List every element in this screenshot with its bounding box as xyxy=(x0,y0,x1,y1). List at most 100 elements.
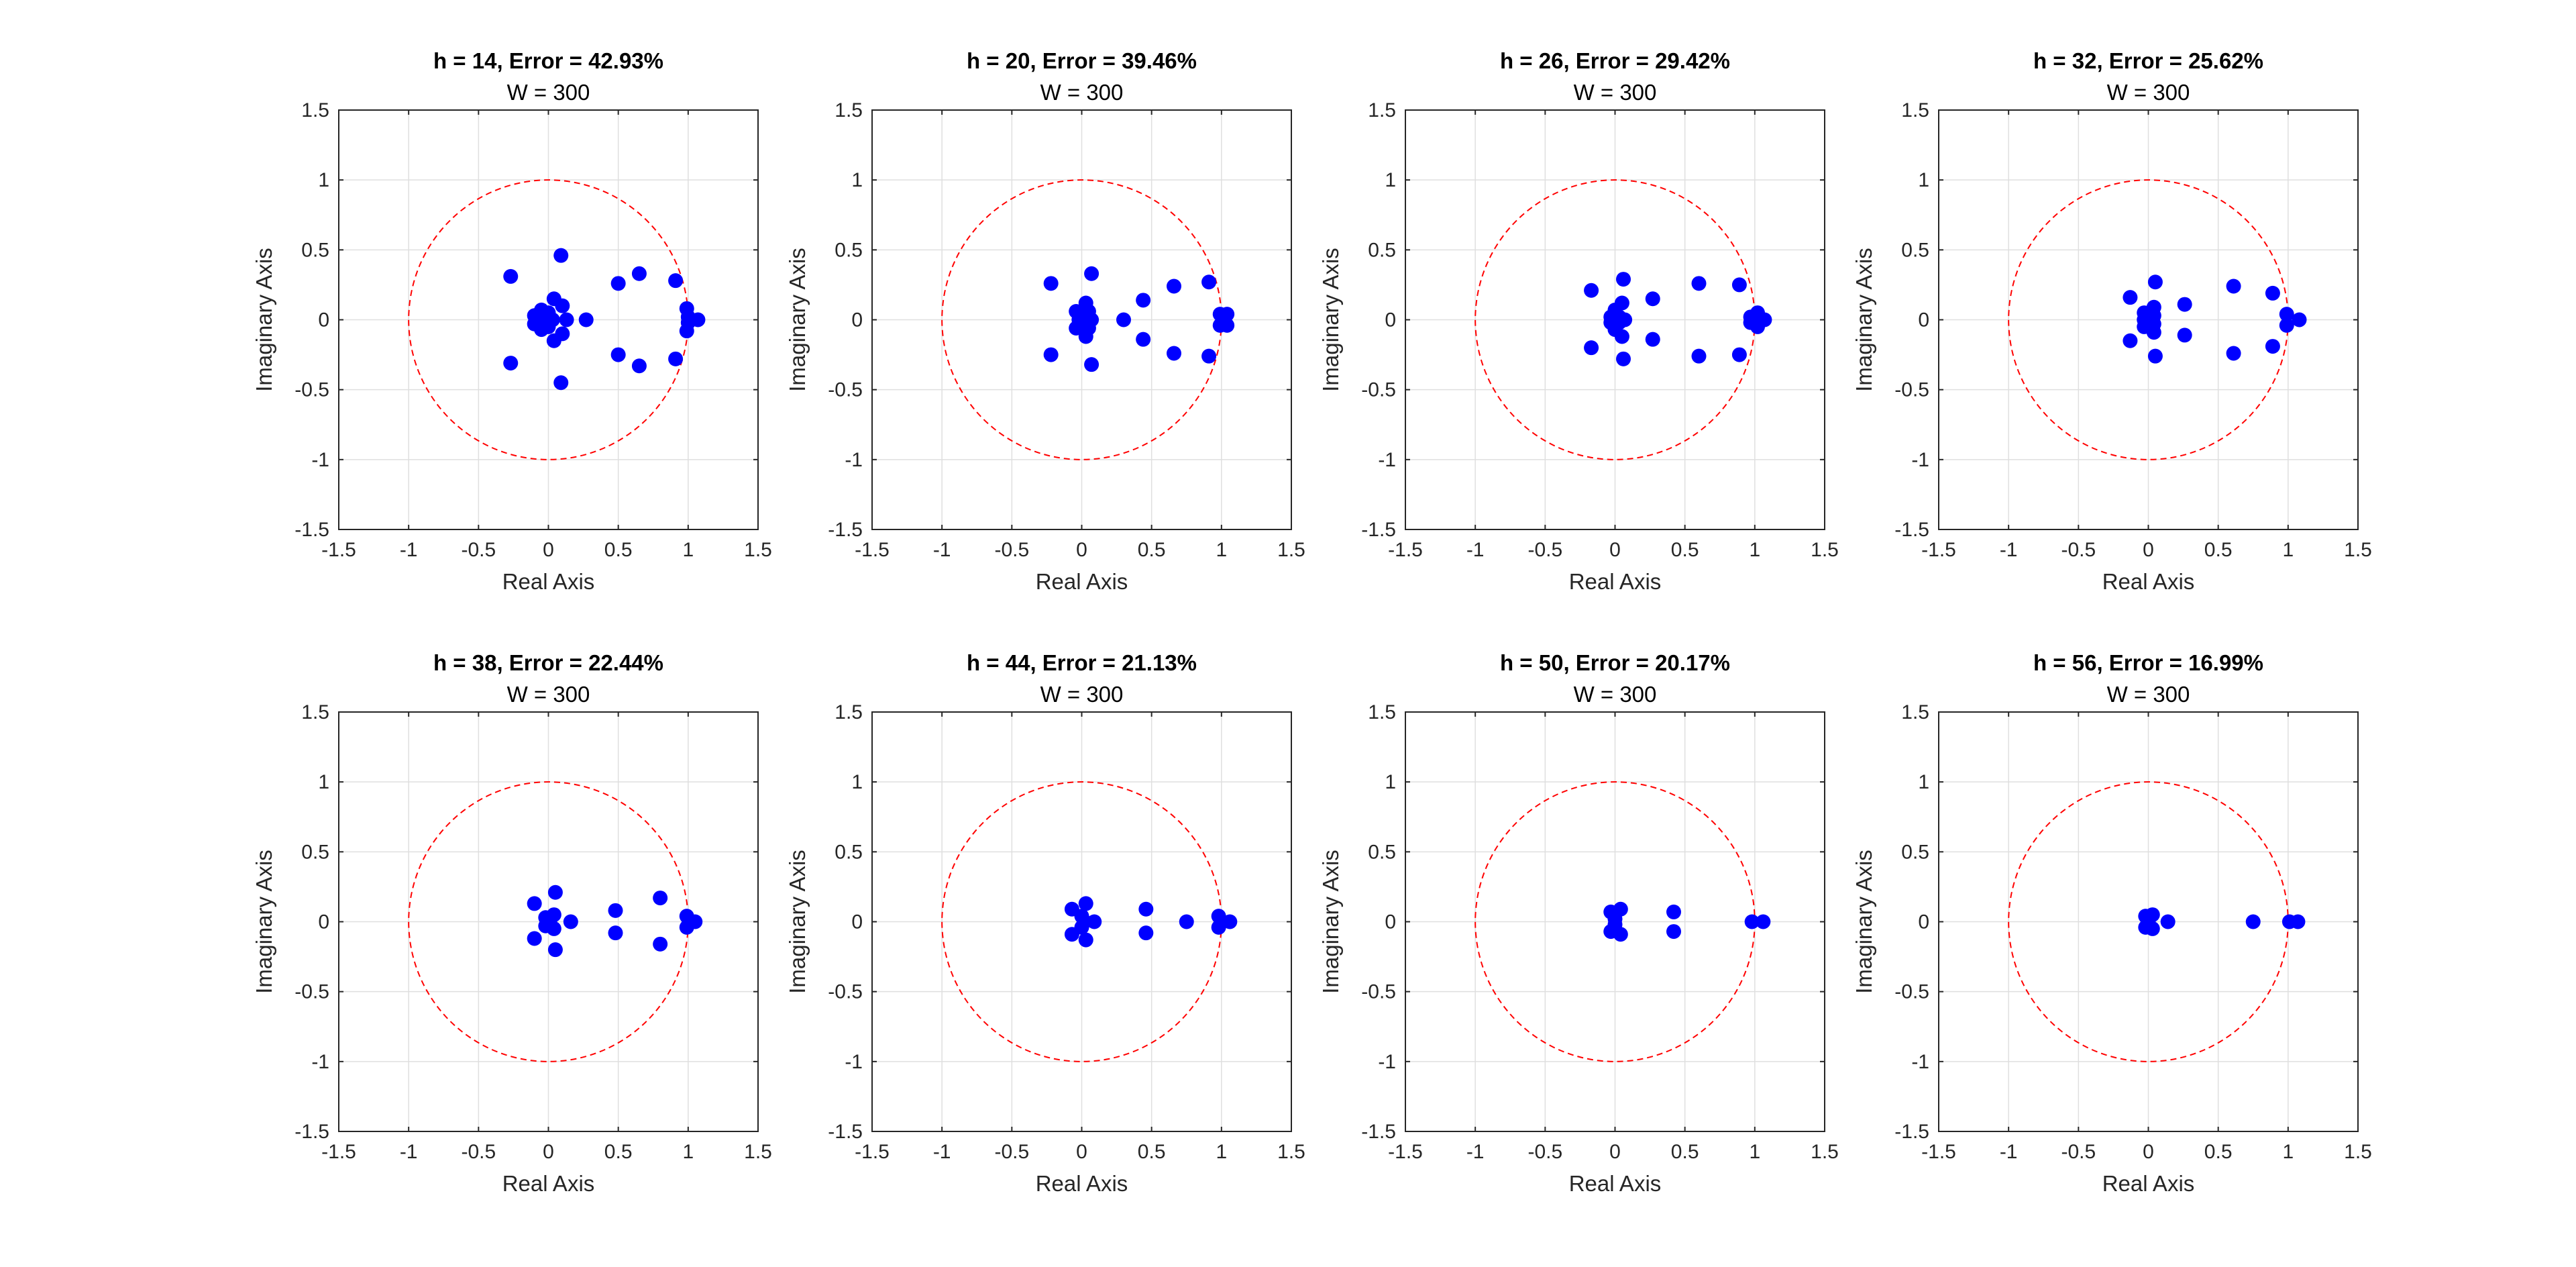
y-tick-label: -1.5 xyxy=(1894,519,1929,541)
pole-marker xyxy=(690,312,706,327)
y-tick-label: -1.5 xyxy=(294,519,329,541)
x-tick-label: 1 xyxy=(1216,1141,1227,1163)
x-axis-label: Real Axis xyxy=(1569,569,1662,594)
pole-marker xyxy=(547,942,563,958)
y-tick-label: -1 xyxy=(1911,449,1929,471)
pole-marker xyxy=(688,914,703,929)
pole-marker xyxy=(1616,272,1631,287)
x-axis-label: Real Axis xyxy=(502,1171,595,1196)
chart-subtitle: W = 300 xyxy=(1040,682,1124,707)
x-tick-label: -1 xyxy=(400,539,418,561)
pole-marker xyxy=(2147,274,2163,290)
x-tick-label: 1.5 xyxy=(2344,539,2372,561)
y-tick-label: 0.5 xyxy=(1901,239,1929,261)
x-tick-label: -1.5 xyxy=(855,1141,890,1163)
x-tick-label: 1 xyxy=(2282,539,2294,561)
pole-marker xyxy=(1087,914,1102,929)
y-tick-label: 1 xyxy=(1385,771,1396,793)
pole-marker xyxy=(1691,276,1707,291)
pole-marker xyxy=(1201,274,1217,290)
subplot-1: -1.5 -1 -0.5 0 0.5 1 1.5 -1.5 -1 -0.5 0 0.5 1 1.5 h = … xyxy=(252,48,772,594)
y-tick-label: 1 xyxy=(1918,169,1929,191)
x-axis-label: Real Axis xyxy=(2102,569,2195,594)
pole-marker xyxy=(1220,317,1235,333)
chart-subtitle: W = 300 xyxy=(2107,80,2190,105)
pole-marker xyxy=(653,936,668,952)
pole-marker xyxy=(1744,914,1760,929)
pole-marker xyxy=(2265,285,2280,301)
pole-marker xyxy=(1136,332,1151,347)
x-tick-label: -1.5 xyxy=(321,1141,356,1163)
pole-marker xyxy=(547,884,563,900)
y-tick-label: -0.5 xyxy=(828,379,863,401)
y-tick-label: 0.5 xyxy=(301,239,329,261)
pole-marker xyxy=(610,347,626,362)
pole-marker xyxy=(610,276,626,291)
pole-marker xyxy=(1584,283,1599,298)
y-tick-label: -0.5 xyxy=(1894,981,1929,1003)
chart-subtitle: W = 300 xyxy=(1574,80,1657,105)
y-tick-label: 0.5 xyxy=(301,841,329,863)
x-tick-label: -0.5 xyxy=(994,539,1029,561)
chart-title: h = 44, Error = 21.13% xyxy=(967,650,1197,675)
subplot-2: -1.5 -1 -0.5 0 0.5 1 1.5 -1.5 -1 -0.5 0 0.5 1 1.5 h = … xyxy=(785,48,1305,594)
pole-marker xyxy=(555,298,570,313)
x-tick-label: -0.5 xyxy=(1527,1141,1562,1163)
pole-marker xyxy=(1666,924,1681,940)
pole-marker xyxy=(2290,914,2306,929)
pole-marker xyxy=(1757,312,1772,327)
y-tick-label: 0.5 xyxy=(835,239,863,261)
pole-marker xyxy=(1756,914,1771,929)
chart-subtitle: W = 300 xyxy=(2107,682,2190,707)
x-tick-label: -1 xyxy=(933,539,951,561)
y-tick-label: 1.5 xyxy=(301,99,329,121)
y-tick-label: 1.5 xyxy=(1368,99,1396,121)
pole-marker xyxy=(1167,346,1181,361)
y-tick-label: 1.5 xyxy=(1368,701,1396,723)
pole-marker xyxy=(608,903,623,918)
x-tick-label: 1.5 xyxy=(1811,539,1839,561)
x-tick-label: 0.5 xyxy=(1138,539,1166,561)
pole-marker xyxy=(1043,276,1059,291)
pole-marker xyxy=(1136,293,1151,308)
y-tick-label: -0.5 xyxy=(294,981,329,1003)
y-tick-label: 1.5 xyxy=(1901,701,1929,723)
x-tick-label: 0 xyxy=(2143,539,2154,561)
y-tick-label: 1 xyxy=(318,169,329,191)
chart-title: h = 50, Error = 20.17% xyxy=(1500,650,1730,675)
pole-marker xyxy=(2265,339,2280,354)
pole-marker xyxy=(1138,925,1154,941)
pole-marker xyxy=(1222,914,1238,929)
x-tick-label: -0.5 xyxy=(994,1141,1029,1163)
pole-marker xyxy=(1607,917,1623,932)
chart-title: h = 38, Error = 22.44% xyxy=(433,650,663,675)
pole-marker xyxy=(527,931,542,946)
y-tick-label: 0.5 xyxy=(1368,239,1396,261)
x-tick-label: 1.5 xyxy=(1811,1141,1839,1163)
pole-marker xyxy=(1211,919,1226,935)
x-tick-label: -1.5 xyxy=(1388,1141,1423,1163)
x-tick-label: -0.5 xyxy=(2061,1141,2096,1163)
pole-marker xyxy=(631,358,647,374)
y-tick-label: 0 xyxy=(851,309,863,332)
y-tick-label: 0.5 xyxy=(1901,841,1929,863)
x-tick-label: 1 xyxy=(1749,539,1760,561)
pole-marker xyxy=(1731,347,1747,362)
x-tick-label: 1.5 xyxy=(744,1141,772,1163)
pole-marker xyxy=(1731,277,1747,293)
pole-marker xyxy=(563,914,578,929)
pole-marker xyxy=(2160,914,2176,929)
x-axis-label: Real Axis xyxy=(2102,1171,2195,1196)
pole-marker xyxy=(553,248,569,263)
y-tick-label: -0.5 xyxy=(828,981,863,1003)
pole-marker xyxy=(1616,351,1631,366)
y-tick-label: -0.5 xyxy=(1361,981,1396,1003)
pole-marker xyxy=(1645,291,1660,307)
y-tick-label: -1 xyxy=(1378,1051,1396,1073)
y-axis-label: Imaginary Axis xyxy=(1851,248,1876,392)
pole-marker xyxy=(1617,312,1633,327)
x-tick-label: 0.5 xyxy=(2204,539,2233,561)
y-tick-label: 1.5 xyxy=(835,701,863,723)
chart-subtitle: W = 300 xyxy=(1574,682,1657,707)
pole-marker xyxy=(2141,914,2156,929)
